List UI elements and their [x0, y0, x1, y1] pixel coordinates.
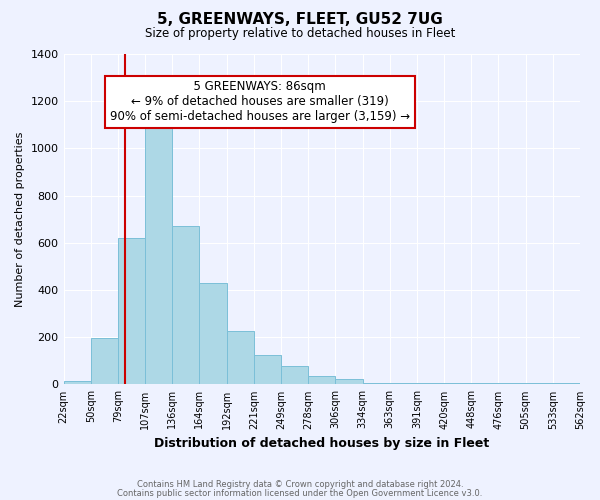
Bar [281, 366, 308, 384]
Bar [254, 355, 281, 384]
Bar [91, 338, 118, 384]
Y-axis label: Number of detached properties: Number of detached properties [15, 132, 25, 307]
Bar [145, 124, 172, 384]
Bar [118, 238, 145, 384]
Bar [227, 332, 254, 384]
Bar [308, 376, 335, 384]
Bar [64, 381, 91, 384]
Text: 5, GREENWAYS, FLEET, GU52 7UG: 5, GREENWAYS, FLEET, GU52 7UG [157, 12, 443, 28]
Text: Size of property relative to detached houses in Fleet: Size of property relative to detached ho… [145, 28, 455, 40]
Text: 5 GREENWAYS: 86sqm  
← 9% of detached houses are smaller (319)
90% of semi-detac: 5 GREENWAYS: 86sqm ← 9% of detached hous… [110, 80, 410, 124]
Text: Contains public sector information licensed under the Open Government Licence v3: Contains public sector information licen… [118, 489, 482, 498]
X-axis label: Distribution of detached houses by size in Fleet: Distribution of detached houses by size … [154, 437, 490, 450]
Bar [172, 226, 199, 384]
Bar [335, 378, 362, 384]
Text: Contains HM Land Registry data © Crown copyright and database right 2024.: Contains HM Land Registry data © Crown c… [137, 480, 463, 489]
Bar [199, 283, 227, 384]
